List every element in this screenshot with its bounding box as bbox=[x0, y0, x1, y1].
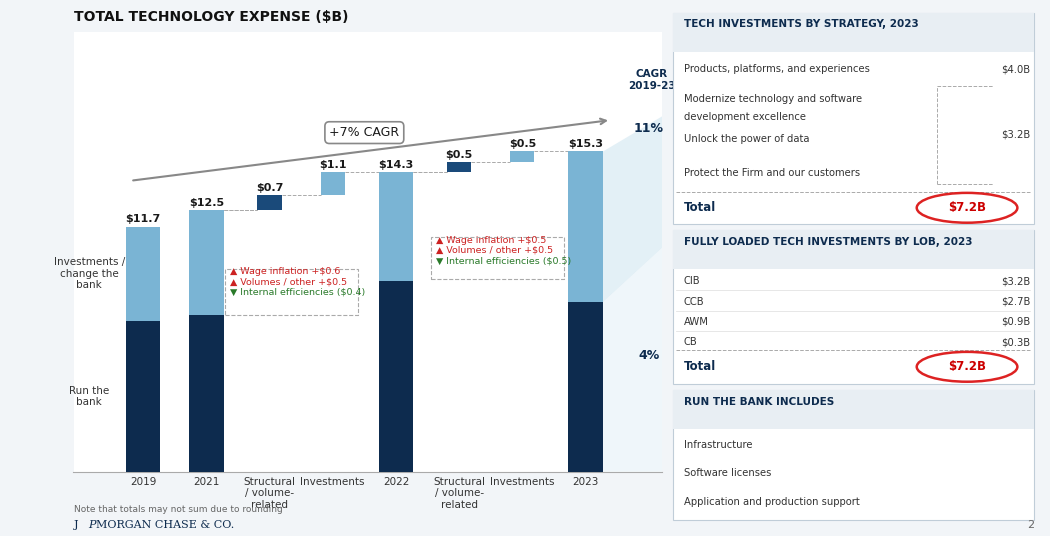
Bar bbox=[126, 321, 161, 472]
Text: CAGR
2019-23: CAGR 2019-23 bbox=[628, 69, 676, 91]
Polygon shape bbox=[603, 106, 680, 302]
Text: ▼ Internal efficiencies ($0.5): ▼ Internal efficiencies ($0.5) bbox=[436, 256, 571, 265]
Text: Products, platforms, and experiences: Products, platforms, and experiences bbox=[684, 64, 869, 75]
Text: 2: 2 bbox=[1027, 520, 1034, 530]
Bar bbox=[189, 210, 224, 315]
Text: $0.3B: $0.3B bbox=[1002, 337, 1030, 347]
Bar bbox=[379, 173, 414, 281]
Text: $3.2B: $3.2B bbox=[1001, 130, 1030, 140]
Text: Total: Total bbox=[684, 360, 716, 373]
Text: development excellence: development excellence bbox=[684, 112, 805, 122]
Text: Protect the Firm and our customers: Protect the Firm and our customers bbox=[684, 168, 860, 178]
Text: $11.7: $11.7 bbox=[125, 214, 161, 224]
Text: ▲ Volumes / other +$0.5: ▲ Volumes / other +$0.5 bbox=[230, 277, 348, 286]
FancyBboxPatch shape bbox=[673, 390, 1034, 520]
Text: Modernize technology and software: Modernize technology and software bbox=[684, 94, 862, 104]
Bar bbox=[510, 152, 534, 162]
Bar bbox=[189, 315, 224, 472]
Text: CB: CB bbox=[684, 337, 697, 347]
Text: Note that totals may not sum due to rounding: Note that totals may not sum due to roun… bbox=[74, 505, 282, 514]
Text: CIB: CIB bbox=[684, 276, 700, 286]
Polygon shape bbox=[603, 231, 680, 472]
Text: $3.2B: $3.2B bbox=[1001, 276, 1030, 286]
Text: Application and production support: Application and production support bbox=[684, 497, 860, 507]
Text: Investments /
change the
bank: Investments / change the bank bbox=[54, 257, 125, 291]
FancyBboxPatch shape bbox=[673, 13, 1034, 52]
Text: $0.5: $0.5 bbox=[509, 139, 537, 150]
Text: 11%: 11% bbox=[634, 122, 664, 135]
Text: ▲ Volumes / other +$0.5: ▲ Volumes / other +$0.5 bbox=[436, 246, 553, 255]
FancyBboxPatch shape bbox=[673, 230, 1034, 269]
Bar bbox=[126, 227, 161, 321]
Text: Total: Total bbox=[684, 202, 716, 214]
FancyBboxPatch shape bbox=[673, 390, 1034, 429]
Text: ▲ Wage inflation +$0.5: ▲ Wage inflation +$0.5 bbox=[436, 235, 546, 244]
Text: 4%: 4% bbox=[638, 349, 659, 362]
Text: $1.1: $1.1 bbox=[319, 160, 346, 170]
Text: Unlock the power of data: Unlock the power of data bbox=[684, 133, 810, 144]
Bar bbox=[568, 302, 603, 472]
FancyBboxPatch shape bbox=[673, 13, 1034, 224]
Text: $7.2B: $7.2B bbox=[948, 360, 986, 373]
Text: CCB: CCB bbox=[684, 296, 705, 307]
Bar bbox=[447, 162, 471, 173]
Text: FULLY LOADED TECH INVESTMENTS BY LOB, 2023: FULLY LOADED TECH INVESTMENTS BY LOB, 20… bbox=[684, 236, 972, 247]
Text: ▲ Wage inflation +$0.6: ▲ Wage inflation +$0.6 bbox=[230, 267, 340, 276]
FancyBboxPatch shape bbox=[673, 230, 1034, 384]
Text: $0.5: $0.5 bbox=[445, 150, 472, 160]
Text: $14.3: $14.3 bbox=[378, 160, 414, 170]
Bar bbox=[320, 173, 344, 196]
Text: ▼ Internal efficiencies ($0.4): ▼ Internal efficiencies ($0.4) bbox=[230, 288, 365, 297]
Text: J: J bbox=[74, 520, 78, 530]
Text: $0.9B: $0.9B bbox=[1001, 317, 1030, 327]
Text: $4.0B: $4.0B bbox=[1002, 64, 1030, 75]
Text: RUN THE BANK INCLUDES: RUN THE BANK INCLUDES bbox=[684, 397, 834, 407]
Text: Software licenses: Software licenses bbox=[684, 468, 771, 479]
Text: P: P bbox=[88, 520, 96, 530]
Text: $7.2B: $7.2B bbox=[948, 202, 986, 214]
Text: $2.7B: $2.7B bbox=[1001, 296, 1030, 307]
Text: +7% CAGR: +7% CAGR bbox=[330, 126, 399, 139]
Text: TOTAL TECHNOLOGY EXPENSE ($B): TOTAL TECHNOLOGY EXPENSE ($B) bbox=[74, 10, 348, 24]
Text: $15.3: $15.3 bbox=[568, 139, 603, 149]
Text: $12.5: $12.5 bbox=[189, 198, 224, 207]
Text: AWM: AWM bbox=[684, 317, 709, 327]
Text: TECH INVESTMENTS BY STRATEGY, 2023: TECH INVESTMENTS BY STRATEGY, 2023 bbox=[684, 19, 919, 29]
Text: MORGAN CHASE & CO.: MORGAN CHASE & CO. bbox=[96, 520, 234, 530]
Bar bbox=[568, 152, 603, 302]
Text: $0.7: $0.7 bbox=[256, 183, 284, 193]
Text: Infrastructure: Infrastructure bbox=[684, 440, 752, 450]
Bar bbox=[379, 281, 414, 472]
Text: Run the
bank: Run the bank bbox=[69, 385, 109, 407]
Bar bbox=[257, 196, 281, 210]
